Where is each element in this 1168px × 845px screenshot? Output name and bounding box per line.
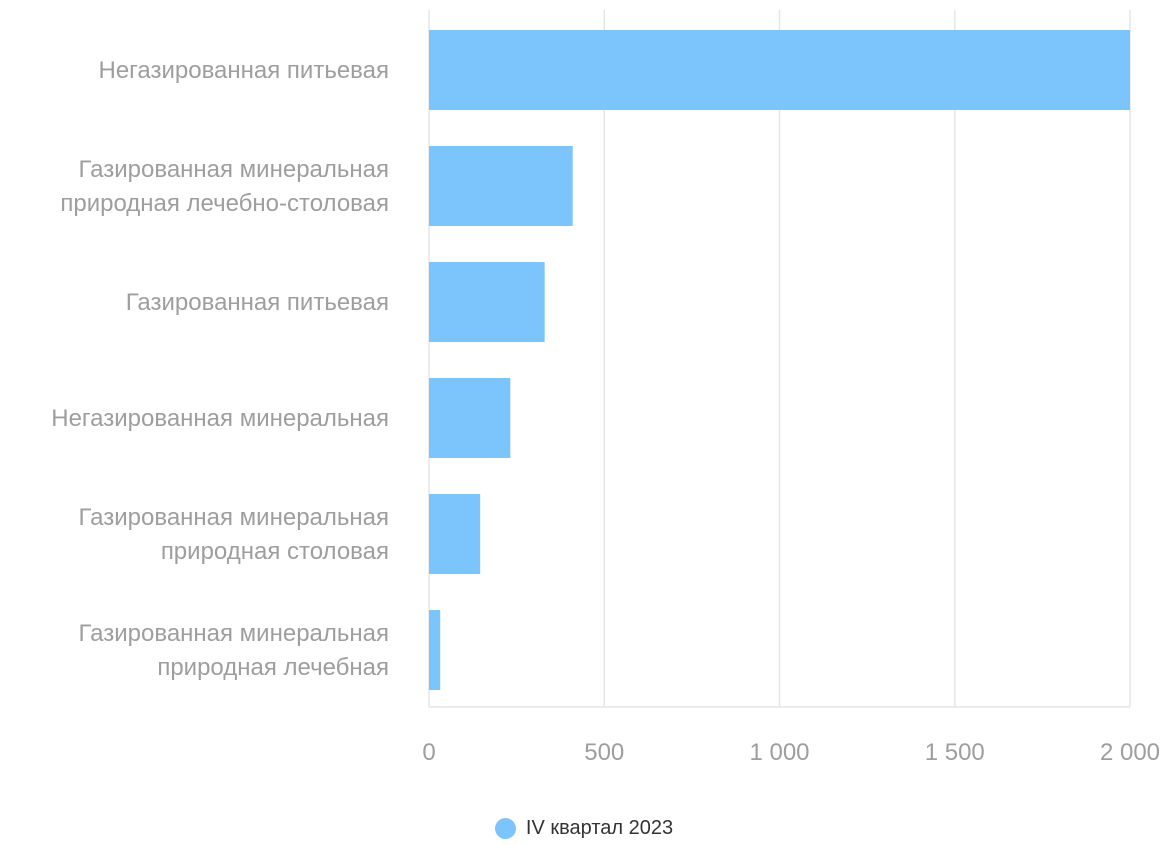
bar[interactable] [429,494,481,574]
category-label: Газированная питьевая [126,289,389,316]
x-tick-label: 2 000 [1100,739,1160,766]
x-tick-label: 1 500 [925,739,985,766]
legend[interactable]: IV квартал 2023 [0,817,1168,840]
bar[interactable] [429,378,511,458]
category-label: Негазированная минеральная [51,405,389,432]
category-label: Газированная минеральная природная лечебн… [79,620,390,681]
legend-marker [494,818,516,839]
x-tick-label: 1 000 [749,739,809,766]
bar[interactable] [429,262,545,342]
category-label: Газированная минеральная природная столов… [79,504,390,565]
x-tick-label: 0 [422,739,435,766]
bar[interactable] [429,146,573,226]
bar[interactable] [429,30,1130,110]
category-label: Негазированная питьевая [98,57,389,84]
bar-chart: 0 500 1 000 1 500 2 000 Негазированная питьев… [51,10,1160,766]
category-label: Газированная минеральная природная лечебн… [60,156,389,217]
x-tick-label: 500 [584,739,624,766]
bar[interactable] [429,610,441,690]
legend-label: IV квартал 2023 [525,817,674,839]
